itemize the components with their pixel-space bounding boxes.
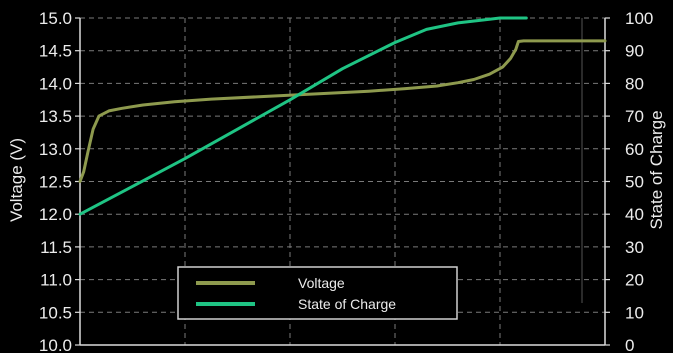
y-right-tick-label: 30: [625, 238, 644, 257]
y-left-tick-label: 12.0: [39, 205, 72, 224]
legend-label-voltage: Voltage: [298, 275, 345, 291]
y-left-tick-label: 11.0: [40, 271, 72, 290]
y-left-tick-label: 13.0: [39, 140, 72, 159]
y-left-tick-label: 10.0: [39, 336, 72, 353]
y-right-tick-label: 0: [625, 336, 634, 353]
series-line-state-of-charge: [78, 16, 528, 216]
y-right-tick-label: 60: [625, 140, 644, 159]
y-right-tick-label: 70: [625, 107, 644, 126]
y-left-tick-label: 13.5: [39, 107, 72, 126]
y-right-tick-label: 50: [625, 173, 644, 192]
series-line-voltage: [78, 39, 607, 183]
y-left-tick-label: 14.5: [39, 42, 72, 61]
y-right-tick-label: 40: [625, 205, 644, 224]
legend: Voltage State of Charge: [177, 266, 458, 320]
y-right-tick-label: 100: [625, 9, 653, 28]
y-left-tick-label: 10.5: [39, 303, 72, 322]
y-left-axis-label: Voltage (V): [7, 138, 26, 222]
y-right-axis-label: State of Charge: [647, 110, 666, 229]
y-left-tick-label: 15.0: [39, 9, 72, 28]
y-right-tick-label: 90: [625, 42, 644, 61]
tick-labels: 10.0 10.5 11.0 11.5 12.0 12.5 13.0 13.5 14.0 14.5…: [39, 9, 653, 353]
y-left-tick-label: 12.5: [39, 173, 72, 192]
legend-label-soc: State of Charge: [298, 296, 396, 312]
y-right-tick-label: 20: [625, 271, 644, 290]
y-left-tick-label: 14.0: [39, 74, 72, 93]
y-right-tick-label: 80: [625, 74, 644, 93]
series-lines: [78, 16, 607, 216]
y-right-tick-label: 10: [625, 303, 644, 322]
y-left-tick-label: 11.5: [40, 238, 72, 257]
legend-box: [177, 266, 458, 320]
